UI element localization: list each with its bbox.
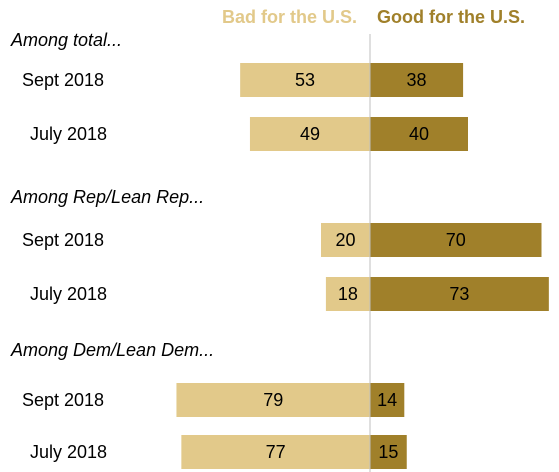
bar-good	[370, 435, 407, 469]
value-label-good: 70	[446, 230, 466, 250]
bar-good	[370, 383, 405, 417]
value-label-bad: 77	[266, 442, 286, 462]
legend-good-for-us: Good for the U.S.	[377, 7, 525, 27]
row-label: July 2018	[30, 284, 107, 304]
value-label-bad: 18	[338, 284, 358, 304]
row-label: Sept 2018	[22, 390, 104, 410]
legend-bad-for-us: Bad for the U.S.	[222, 7, 357, 27]
bar-bad	[181, 435, 370, 469]
bar-good	[370, 277, 549, 311]
row-label: July 2018	[30, 442, 107, 462]
bar-bad	[240, 63, 370, 97]
value-label-bad: 53	[295, 70, 315, 90]
bar-good	[370, 223, 542, 257]
bar-bad	[176, 383, 370, 417]
value-label-good: 15	[378, 442, 398, 462]
value-label-bad: 49	[300, 124, 320, 144]
value-label-good: 40	[409, 124, 429, 144]
bar-good	[370, 117, 468, 151]
value-label-good: 14	[377, 390, 397, 410]
row-label: Sept 2018	[22, 70, 104, 90]
value-label-good: 38	[407, 70, 427, 90]
row-label: July 2018	[30, 124, 107, 144]
value-label-bad: 79	[263, 390, 283, 410]
group-title: Among Dem/Lean Dem...	[10, 340, 214, 360]
group-title: Among Rep/Lean Rep...	[10, 187, 204, 207]
bar-bad	[321, 223, 370, 257]
bar-good	[370, 63, 464, 97]
row-label: Sept 2018	[22, 230, 104, 250]
bar-bad	[249, 117, 370, 151]
group-title: Among total...	[10, 30, 122, 50]
value-label-good: 73	[449, 284, 469, 304]
value-label-bad: 20	[335, 230, 355, 250]
bar-bad	[325, 277, 370, 311]
